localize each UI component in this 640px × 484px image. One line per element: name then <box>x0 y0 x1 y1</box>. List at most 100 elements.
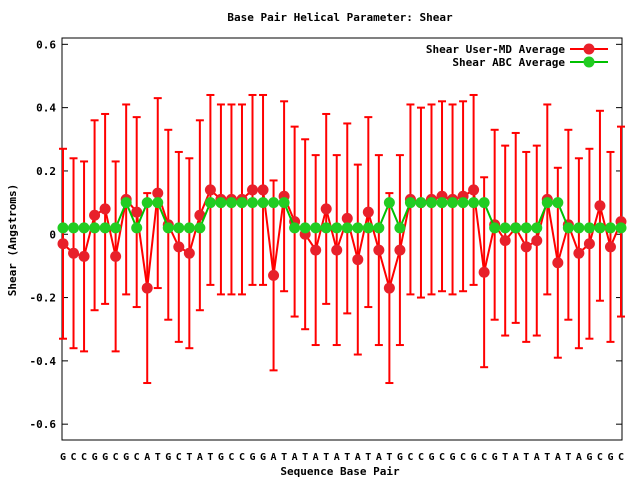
x-tick-label: T <box>302 452 308 463</box>
x-tick-label: A <box>534 452 540 463</box>
x-tick-label: T <box>523 452 529 463</box>
point <box>299 222 311 234</box>
x-tick-label: G <box>260 452 266 463</box>
point <box>162 222 174 234</box>
point <box>204 197 216 209</box>
point <box>362 206 374 218</box>
x-tick-label: A <box>555 452 561 463</box>
y-tick-label: -0.6 <box>30 418 57 431</box>
point <box>404 197 416 209</box>
point <box>183 247 195 259</box>
point <box>383 197 395 209</box>
point <box>320 203 332 215</box>
x-tick-label: T <box>502 452 508 463</box>
point <box>468 184 480 196</box>
point <box>352 222 364 234</box>
y-tick-label: 0.6 <box>36 38 56 51</box>
point <box>99 222 111 234</box>
x-tick-label: C <box>134 452 140 463</box>
point <box>415 197 427 209</box>
point <box>573 222 585 234</box>
x-tick-label: T <box>186 452 192 463</box>
x-tick-label: G <box>586 452 592 463</box>
x-tick-label: C <box>618 452 624 463</box>
point <box>204 184 216 196</box>
point <box>383 282 395 294</box>
point <box>268 269 280 281</box>
point <box>583 222 595 234</box>
x-tick-label: A <box>576 452 582 463</box>
y-tick-label: 0.2 <box>36 165 56 178</box>
x-tick-label: G <box>249 452 255 463</box>
point <box>310 222 322 234</box>
x-tick-label: G <box>60 452 66 463</box>
point <box>131 222 143 234</box>
x-tick-label: C <box>113 452 119 463</box>
x-tick-label: A <box>513 452 519 463</box>
y-tick-label: -0.2 <box>30 292 57 305</box>
x-tick-label: C <box>439 452 445 463</box>
point <box>562 222 574 234</box>
point <box>131 206 143 218</box>
point <box>541 197 553 209</box>
x-tick-label: T <box>565 452 571 463</box>
point <box>362 222 374 234</box>
point <box>289 222 301 234</box>
x-tick-label: G <box>218 452 224 463</box>
point <box>225 197 237 209</box>
point <box>520 222 532 234</box>
x-tick-label: C <box>481 452 487 463</box>
point <box>141 282 153 294</box>
point <box>110 222 122 234</box>
x-tick-label: T <box>323 452 329 463</box>
point <box>341 222 353 234</box>
point <box>373 222 385 234</box>
x-tick-label: A <box>313 452 319 463</box>
x-tick-label: G <box>165 452 171 463</box>
point <box>436 197 448 209</box>
point <box>510 222 522 234</box>
x-tick-label: G <box>450 452 456 463</box>
x-tick-label: C <box>460 452 466 463</box>
x-tick-label: T <box>155 452 161 463</box>
legend-label: Shear ABC Average <box>452 56 565 69</box>
x-tick-label: G <box>607 452 613 463</box>
x-tick-label: A <box>376 452 382 463</box>
point <box>341 212 353 224</box>
y-tick-label: -0.4 <box>30 355 57 368</box>
point <box>68 222 80 234</box>
point <box>141 197 153 209</box>
point <box>78 250 90 262</box>
point <box>78 222 90 234</box>
point <box>552 197 564 209</box>
point <box>110 250 122 262</box>
x-tick-label: C <box>81 452 87 463</box>
x-tick-label: C <box>597 452 603 463</box>
x-axis-label: Sequence Base Pair <box>280 465 400 478</box>
x-tick-label: C <box>176 452 182 463</box>
point <box>57 222 69 234</box>
point <box>373 244 385 256</box>
point <box>257 184 269 196</box>
x-tick-label: T <box>344 452 350 463</box>
point <box>68 247 80 259</box>
point <box>183 222 195 234</box>
point <box>310 244 322 256</box>
x-tick-label: T <box>281 452 287 463</box>
x-tick-label: T <box>207 452 213 463</box>
y-tick-label: 0 <box>49 228 56 241</box>
point <box>478 197 490 209</box>
point <box>478 266 490 278</box>
y-tick-label: 0.4 <box>36 102 56 115</box>
point <box>531 235 543 247</box>
point <box>468 197 480 209</box>
point <box>499 222 511 234</box>
point <box>594 200 606 212</box>
point <box>194 209 206 221</box>
point <box>594 222 606 234</box>
legend-label: Shear User-MD Average <box>426 43 565 56</box>
x-tick-label: G <box>471 452 477 463</box>
point <box>331 222 343 234</box>
x-tick-label: G <box>123 452 129 463</box>
